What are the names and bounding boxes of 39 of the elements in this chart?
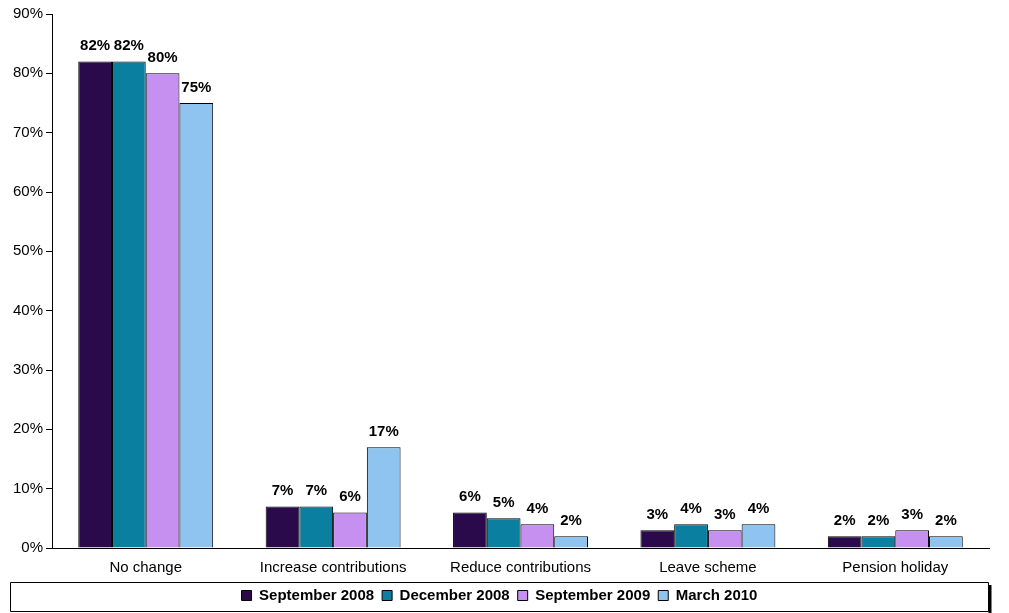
data-label: 75% [181, 77, 212, 95]
x-tick-label: No change [109, 558, 182, 576]
data-label: 3% [646, 504, 669, 522]
x-tick-label: Increase contributions [259, 558, 407, 576]
x-tick-label: Reduce contributions [450, 558, 591, 576]
data-label: 2% [560, 510, 582, 528]
y-tick-label: 90% [12, 4, 44, 22]
data-label: 3% [713, 504, 736, 522]
legend-label: September 2008 [259, 585, 375, 603]
data-label: 82% [80, 36, 111, 54]
data-label: 5% [492, 492, 515, 510]
data-label: 3% [901, 504, 924, 522]
y-tick-label: 20% [12, 419, 44, 437]
legend-label: March 2010 [675, 585, 758, 603]
data-label: 6% [459, 487, 481, 505]
data-label: 6% [339, 487, 361, 505]
y-tick-label: 80% [12, 63, 44, 81]
x-tick-label: Leave scheme [659, 558, 757, 576]
y-tick-label: 60% [12, 182, 44, 200]
y-tick-label: 10% [12, 478, 44, 496]
data-label: 2% [833, 510, 856, 528]
legend-label: September 2009 [535, 585, 651, 603]
data-label: 4% [747, 498, 770, 516]
data-label: 2% [935, 510, 957, 528]
data-label: 17% [368, 421, 399, 439]
data-label: 7% [271, 481, 294, 499]
data-label: 4% [680, 498, 702, 516]
y-tick-label: 50% [12, 241, 44, 259]
y-tick-label: 40% [12, 300, 44, 318]
data-label: 7% [305, 481, 328, 499]
data-label: 2% [867, 510, 890, 528]
y-tick-label: 70% [12, 122, 44, 140]
legend-label: December 2008 [399, 585, 510, 603]
x-tick-label: Pension holiday [842, 558, 949, 576]
data-label: 4% [526, 498, 549, 516]
data-label: 82% [113, 36, 144, 54]
y-tick-label: 30% [12, 360, 44, 378]
data-label: 80% [147, 47, 178, 65]
y-tick-label: 0% [21, 538, 44, 556]
